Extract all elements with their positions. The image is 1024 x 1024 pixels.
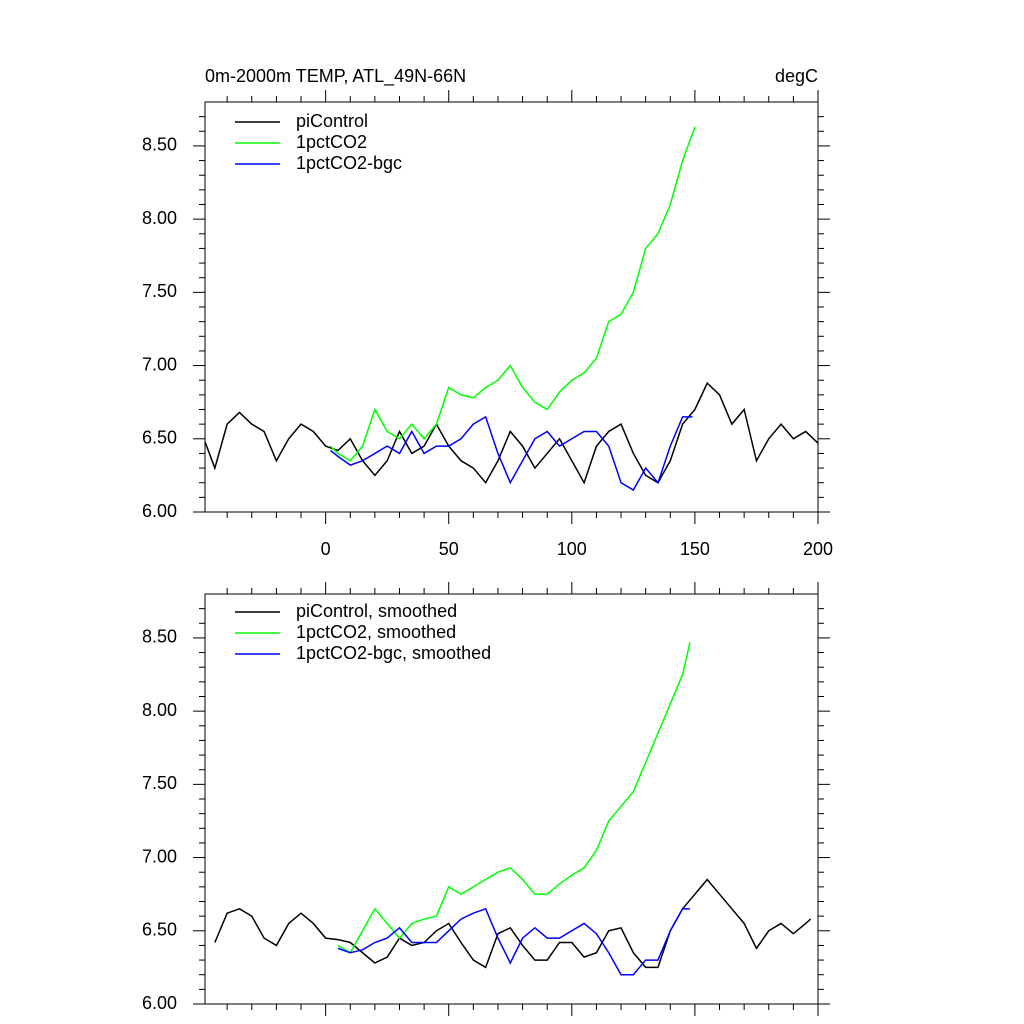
series-line [330, 126, 696, 462]
y-tick-label: 8.00 [142, 208, 177, 228]
y-tick-label: 7.50 [142, 281, 177, 301]
y-tick-label: 6.50 [142, 428, 177, 448]
y-tick-label: 7.00 [142, 354, 177, 374]
legend-label: piControl [296, 111, 368, 131]
y-tick-label: 8.50 [142, 627, 177, 647]
legend-label: 1pctCO2, smoothed [296, 622, 456, 642]
y-tick-label: 7.00 [142, 846, 177, 866]
y-tick-label: 6.50 [142, 920, 177, 940]
y-tick-label: 7.50 [142, 773, 177, 793]
legend-label: piControl, smoothed [296, 601, 457, 621]
legend-label: 1pctCO2 [296, 132, 367, 152]
series-line [337, 907, 690, 976]
y-tick-label: 8.50 [142, 135, 177, 155]
x-tick-label: 100 [557, 539, 587, 559]
series-line [337, 642, 691, 954]
series-line [204, 381, 819, 485]
legend-label: 1pctCO2-bgc, smoothed [296, 643, 491, 663]
y-tick-label: 6.00 [142, 501, 177, 521]
x-tick-label: 0 [321, 539, 331, 559]
series-line [330, 415, 693, 492]
y-tick-label: 8.00 [142, 700, 177, 720]
chart-title: 0m-2000m TEMP, ATL_49N-66N [205, 66, 466, 87]
x-tick-label: 50 [439, 539, 459, 559]
legend-label: 1pctCO2-bgc [296, 153, 402, 173]
series-line [214, 878, 812, 969]
x-tick-label: 150 [680, 539, 710, 559]
units-label: degC [775, 66, 818, 86]
y-tick-label: 6.00 [142, 993, 177, 1013]
x-tick-label: 200 [803, 539, 833, 559]
